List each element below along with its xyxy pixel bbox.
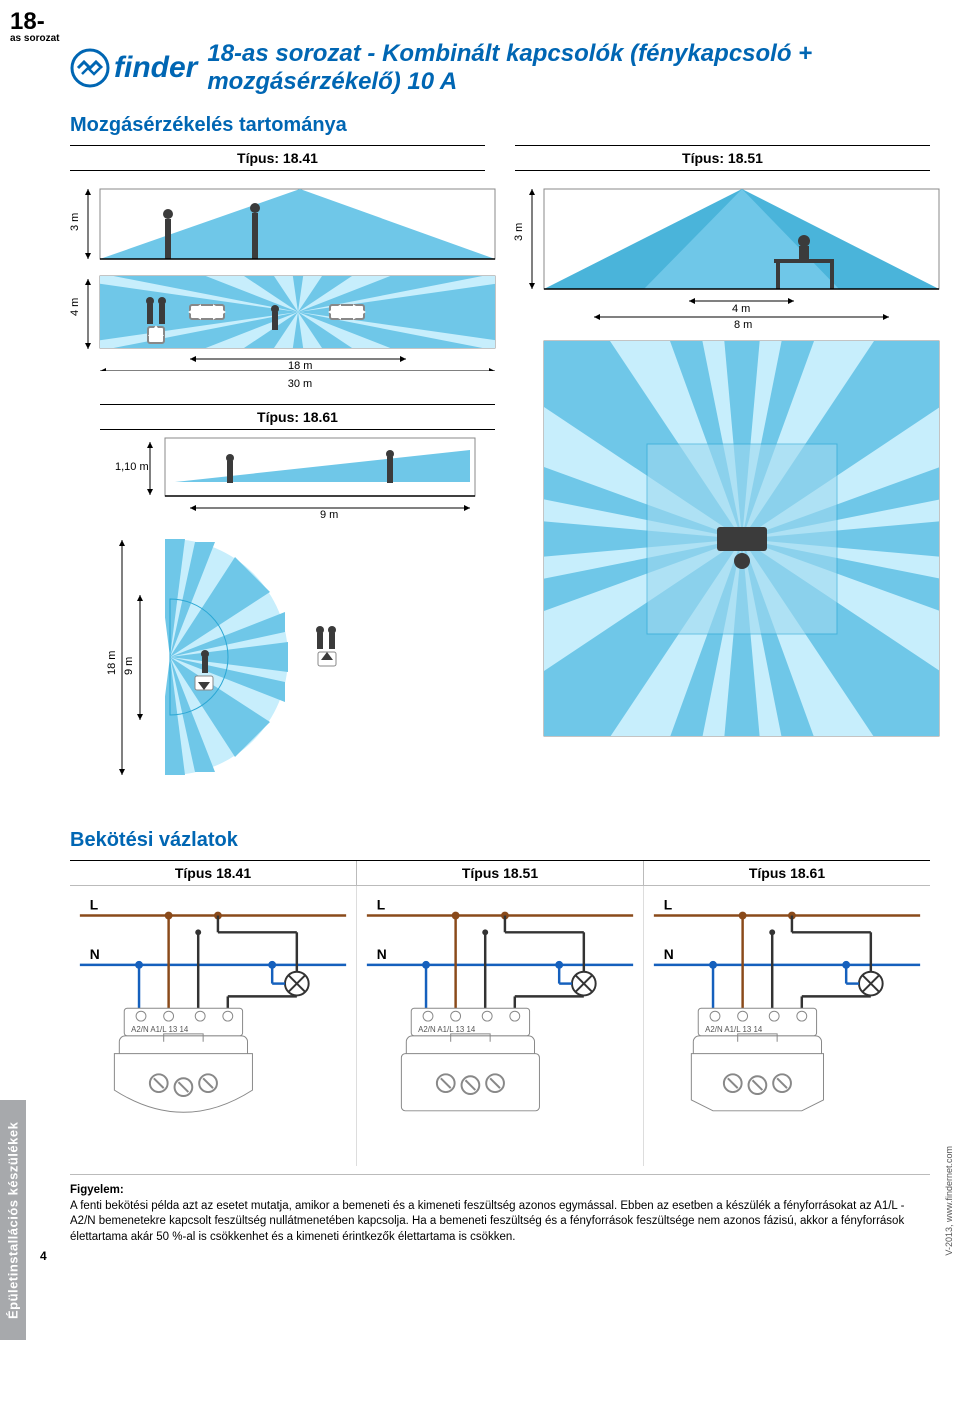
dim-30m: 30 m <box>288 378 312 390</box>
diagram-1851: 3 m 4 m <box>514 181 944 741</box>
device-1861: A2/N A1/L 13 14 <box>691 1008 823 1111</box>
dim-18m-v: 18 m <box>106 651 118 675</box>
device-1851: A2/N A1/L 13 14 <box>401 1008 539 1111</box>
terminals-2: A2/N A1/L 13 14 <box>418 1025 476 1034</box>
attention-block: Figyelem: A fenti bekötési példa azt az … <box>70 1174 930 1245</box>
dim-18m: 18 m <box>288 360 312 371</box>
wiring-1861-label: Típus 18.61 <box>644 861 930 886</box>
page-number: 4 <box>40 1249 47 1263</box>
page-title: 18-as sorozat - Kombinált kapcsolók (fén… <box>207 40 930 96</box>
brand-logo: finder <box>70 48 197 88</box>
wiring-1851-label: Típus 18.51 <box>357 861 644 886</box>
logo-icon <box>70 48 110 88</box>
wiring-1851: L N <box>357 886 644 1166</box>
label-N-3: N <box>664 947 674 962</box>
label-N-2: N <box>377 947 387 962</box>
diagram-1861: 1,10 m 9 m 18 m <box>70 430 500 780</box>
label-L-1: L <box>90 898 98 913</box>
series-big: 18- <box>10 8 45 35</box>
type-1841-label: Típus: 18.41 <box>70 145 485 171</box>
attention-body: A fenti bekötési példa azt az esetet mut… <box>70 1200 904 1243</box>
dim-110m: 1,10 m <box>115 461 149 473</box>
label-N-1: N <box>90 947 100 962</box>
section-range-title: Mozgásérzékelés tartománya <box>70 114 930 137</box>
footer-meta: V-2013, www.findernet.com <box>944 1146 954 1256</box>
brand-text: finder <box>114 51 197 85</box>
terminals-3: A2/N A1/L 13 14 <box>705 1025 763 1034</box>
series-corner: 18- as sorozat <box>10 8 59 44</box>
wiring-1841: L N <box>70 886 357 1166</box>
terminals-1: A2/N A1/L 13 14 <box>131 1025 189 1034</box>
series-small: as sorozat <box>10 33 59 44</box>
diagram-1841: 3 m 4 m <box>70 181 500 371</box>
type-1861-label: Típus: 18.61 <box>100 404 495 430</box>
section-wiring-title: Bekötési vázlatok <box>70 829 930 852</box>
attention-lead: Figyelem: <box>70 1184 124 1196</box>
label-L-2: L <box>377 898 385 913</box>
dim-9m-v: 9 m <box>123 657 135 675</box>
wiring-1861: L N <box>644 886 930 1166</box>
dim-3m-v: 3 m <box>70 213 81 231</box>
dim-4m-h: 4 m <box>732 303 750 315</box>
dim-9m-a: 9 m <box>320 509 338 521</box>
device-1841: A2/N A1/L 13 14 <box>114 1008 252 1112</box>
wiring-1841-label: Típus 18.41 <box>70 861 357 886</box>
dim-8m-h: 8 m <box>734 319 752 331</box>
sidebar-tab: Épületinstallációs készülékek <box>0 1100 26 1340</box>
header-row: finder 18-as sorozat - Kombinált kapcsol… <box>70 40 930 96</box>
dim-3m-v2: 3 m <box>514 223 525 241</box>
type-1851-label: Típus: 18.51 <box>515 145 930 171</box>
label-L-3: L <box>664 898 672 913</box>
dim-4m-v: 4 m <box>70 298 81 316</box>
